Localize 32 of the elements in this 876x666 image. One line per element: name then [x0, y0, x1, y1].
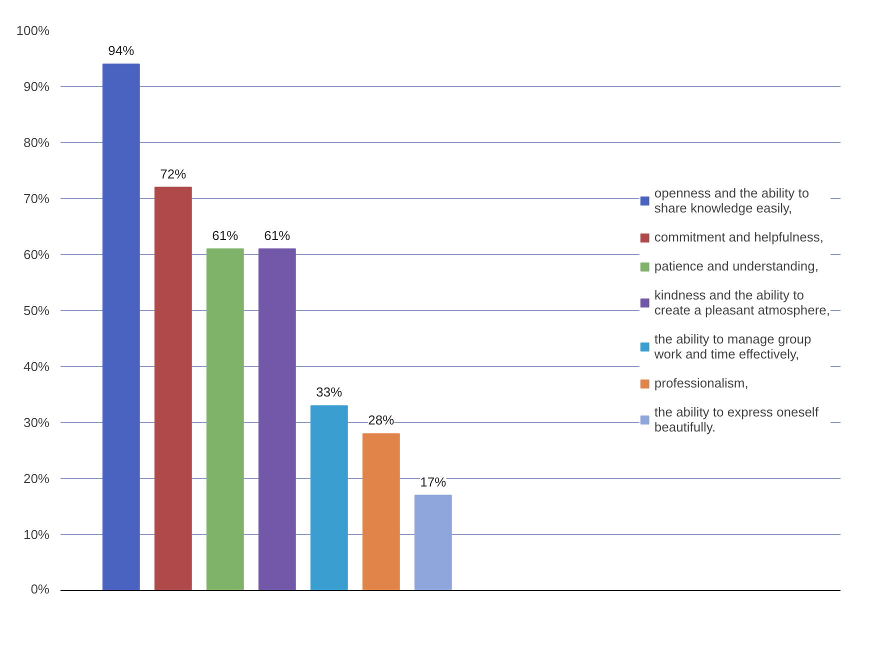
- y-tick-label: 20%: [23, 471, 50, 486]
- y-tick-label: 50%: [23, 303, 50, 318]
- data-label: 94%: [108, 43, 135, 58]
- y-tick-label: 10%: [23, 527, 50, 542]
- bar: [362, 433, 400, 590]
- y-tick-label: 100%: [16, 23, 50, 38]
- data-label: 61%: [212, 228, 239, 243]
- y-tick-label: 60%: [23, 247, 50, 262]
- y-tick-label: 0%: [30, 582, 50, 596]
- y-tick-label: 30%: [23, 415, 50, 430]
- legend-label: commitment and helpfulness,: [654, 230, 824, 244]
- bar: [154, 186, 192, 590]
- legend-label: openness and the ability to share knowledge easily,: [654, 186, 810, 216]
- legend-label: kindness and the ability to create a pleasant atmosphere,: [654, 288, 830, 318]
- y-tick-label: 40%: [23, 359, 50, 374]
- bar: [414, 494, 452, 590]
- bar: [258, 248, 296, 590]
- bar: [310, 405, 348, 590]
- y-tick-label: 90%: [23, 79, 50, 94]
- data-label: 61%: [264, 228, 291, 243]
- y-tick-label: 70%: [23, 191, 50, 206]
- legend-label: the ability to manage group work and time effectively,: [654, 332, 812, 362]
- legend-label: patience and understanding,: [654, 258, 818, 274]
- bar: [206, 248, 244, 590]
- bar: [102, 64, 140, 590]
- data-label: 33%: [316, 384, 343, 400]
- legend-label: the ability to express oneself beautifully.: [654, 404, 818, 434]
- legend-label: professionalism,: [654, 376, 748, 390]
- data-label: 17%: [420, 474, 447, 490]
- data-label: 72%: [160, 166, 187, 182]
- data-label: 28%: [368, 412, 395, 428]
- y-tick-label: 80%: [23, 135, 50, 150]
